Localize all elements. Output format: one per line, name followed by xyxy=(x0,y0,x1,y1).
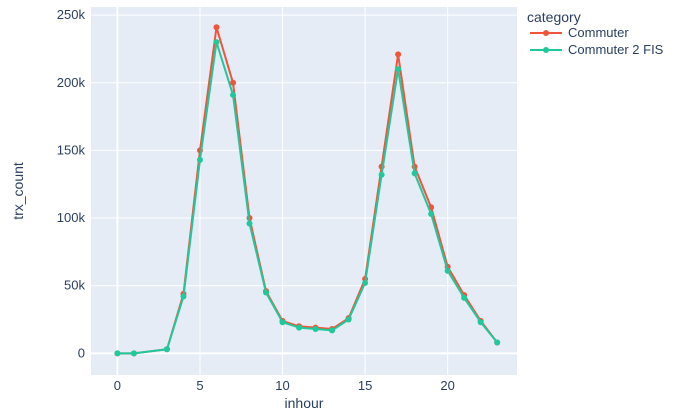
legend-title: category xyxy=(527,9,581,25)
data-point xyxy=(444,267,451,274)
data-point xyxy=(312,326,319,332)
legend-item[interactable]: Commuter xyxy=(530,25,629,40)
data-point xyxy=(345,316,352,323)
data-point xyxy=(395,66,402,73)
data-point xyxy=(114,350,121,357)
legend-item[interactable]: Commuter 2 FIS xyxy=(530,42,664,57)
series-lines xyxy=(114,24,501,357)
data-point xyxy=(213,24,220,31)
data-point xyxy=(411,170,418,177)
legend-marker-swatch xyxy=(543,30,549,36)
y-tick-label: 200k xyxy=(57,75,86,90)
y-tick-label: 0 xyxy=(78,345,85,360)
data-point xyxy=(494,339,501,346)
data-point xyxy=(263,289,270,296)
legend: category Commuter Commuter 2 FIS xyxy=(527,9,664,57)
data-point xyxy=(329,327,336,334)
x-tick-label: 10 xyxy=(275,378,289,393)
data-point xyxy=(130,350,137,357)
data-point xyxy=(395,51,402,58)
x-axis-title: inhour xyxy=(285,395,324,411)
data-point xyxy=(213,39,220,46)
plot-background xyxy=(91,7,517,375)
data-point xyxy=(296,324,303,331)
y-tick-label: 50k xyxy=(64,278,85,293)
x-tick-label: 5 xyxy=(196,378,203,393)
data-point xyxy=(461,294,468,301)
gridlines xyxy=(91,7,517,375)
series-2 xyxy=(114,39,501,357)
tick-labels: 0 5 10 15 20 0 50k 100k 150k 200k 250k xyxy=(57,7,455,393)
y-tick-label: 150k xyxy=(57,142,86,157)
y-tick-label: 250k xyxy=(57,7,86,22)
data-point xyxy=(477,319,484,326)
x-tick-label: 0 xyxy=(114,378,121,393)
data-point xyxy=(279,319,286,326)
x-tick-label: 20 xyxy=(440,378,454,393)
data-point xyxy=(246,220,253,227)
legend-marker-swatch xyxy=(543,47,549,53)
legend-items: Commuter Commuter 2 FIS xyxy=(530,25,664,57)
data-point xyxy=(163,346,170,353)
y-axis-title: trx_count xyxy=(10,162,26,220)
data-point xyxy=(230,91,236,98)
legend-label: Commuter xyxy=(568,25,629,40)
data-point xyxy=(230,79,236,86)
x-tick-label: 15 xyxy=(358,378,372,393)
data-point xyxy=(378,171,385,178)
data-point xyxy=(362,280,369,286)
data-point xyxy=(180,293,187,300)
data-point xyxy=(428,211,435,217)
legend-label: Commuter 2 FIS xyxy=(568,42,664,57)
data-point xyxy=(196,156,203,163)
y-tick-label: 100k xyxy=(57,210,86,225)
